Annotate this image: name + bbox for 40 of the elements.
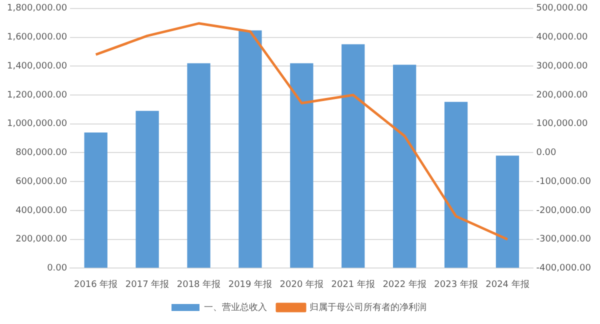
- x-tick-label: 2024 年报: [486, 278, 530, 290]
- legend-label: 一、营业总收入: [204, 302, 267, 313]
- y2-tick-label: 500,000.00: [536, 4, 588, 14]
- x-tick-label: 2020 年报: [280, 278, 324, 290]
- bar: [290, 63, 314, 268]
- bar: [496, 156, 520, 268]
- y-tick-label: 1,800,000.00: [6, 4, 68, 14]
- y2-tick-label: -200,000.00: [536, 206, 592, 216]
- bar: [238, 30, 262, 268]
- y2-tick-label: 300,000.00: [536, 61, 588, 72]
- y-tick-label: 0.00: [47, 264, 68, 274]
- bar: [393, 64, 416, 268]
- y-tick-label: 200,000.00: [16, 234, 68, 245]
- x-tick-label: 2018 年报: [176, 278, 221, 290]
- bar: [84, 132, 108, 268]
- x-tick-label: 2022 年报: [382, 278, 426, 290]
- bar: [444, 102, 468, 268]
- bar: [136, 110, 159, 268]
- bar: [342, 44, 365, 268]
- legend-label: 归属于母公司所有者的净利润: [310, 302, 426, 313]
- x-tick-label: 2021 年报: [331, 278, 376, 290]
- y2-tick-label: 200,000.00: [536, 90, 588, 100]
- x-tick-label: 2019 年报: [228, 278, 272, 290]
- y-tick-label: 1,400,000.00: [6, 61, 68, 72]
- y-tick-label: 600,000.00: [16, 176, 68, 187]
- x-tick-label: 2017 年报: [125, 278, 170, 290]
- y-tick-label: 400,000.00: [16, 206, 68, 216]
- y-tick-label: 1,000,000.00: [6, 119, 68, 130]
- y-tick-label: 1,200,000.00: [6, 90, 68, 100]
- y2-tick-label: -300,000.00: [536, 234, 592, 245]
- y2-tick-label: -100,000.00: [536, 176, 592, 187]
- y-tick-label: 1,600,000.00: [6, 32, 68, 43]
- y2-tick-label: -400,000.00: [536, 264, 592, 274]
- y2-tick-label: 100,000.00: [536, 119, 588, 130]
- x-tick-label: 2016 年报: [74, 278, 118, 290]
- y-tick-label: 800,000.00: [16, 148, 68, 158]
- x-tick-label: 2023 年报: [434, 278, 478, 290]
- y2-tick-label: 400,000.00: [536, 32, 588, 43]
- y2-tick-label: 0.00: [536, 148, 557, 158]
- bar: [187, 63, 210, 268]
